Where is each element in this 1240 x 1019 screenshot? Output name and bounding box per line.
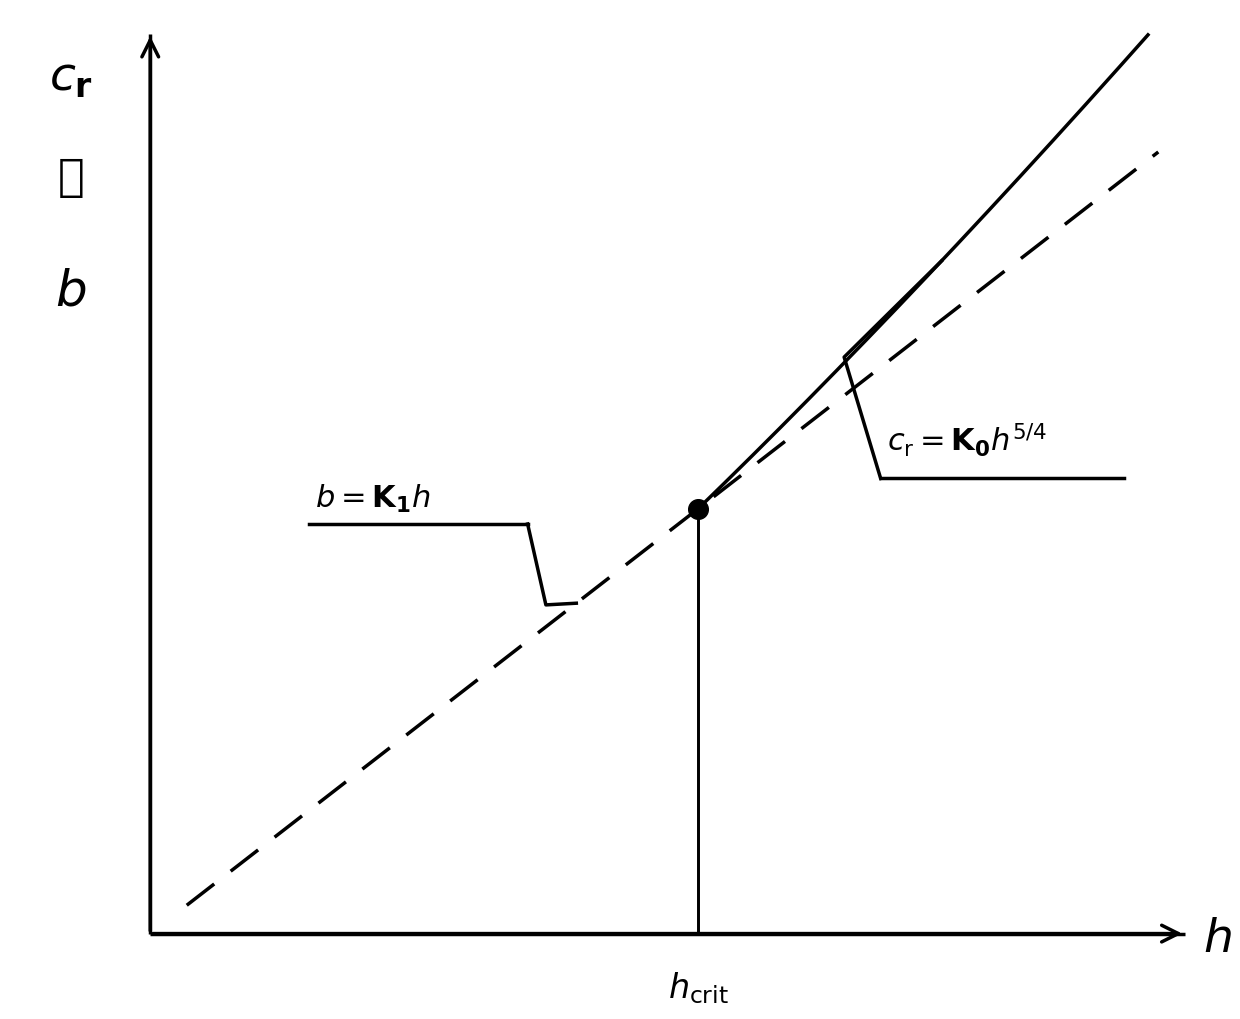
Text: $b = \mathbf{K}_{\mathbf{1}} h$: $b = \mathbf{K}_{\mathbf{1}} h$ [315, 482, 430, 515]
Text: $c_{\mathrm{r}} = \mathbf{K}_\mathbf{0} h^{5/4}$: $c_{\mathrm{r}} = \mathbf{K}_\mathbf{0} … [887, 421, 1047, 459]
Text: $h_{\mathrm{crit}}$: $h_{\mathrm{crit}}$ [667, 969, 728, 1005]
Text: $c_{\mathbf{r}}$: $c_{\mathbf{r}}$ [50, 55, 93, 101]
Text: $b$: $b$ [56, 267, 87, 316]
Text: 或: 或 [58, 156, 84, 199]
Text: $h$: $h$ [1203, 916, 1233, 961]
Point [688, 501, 708, 518]
